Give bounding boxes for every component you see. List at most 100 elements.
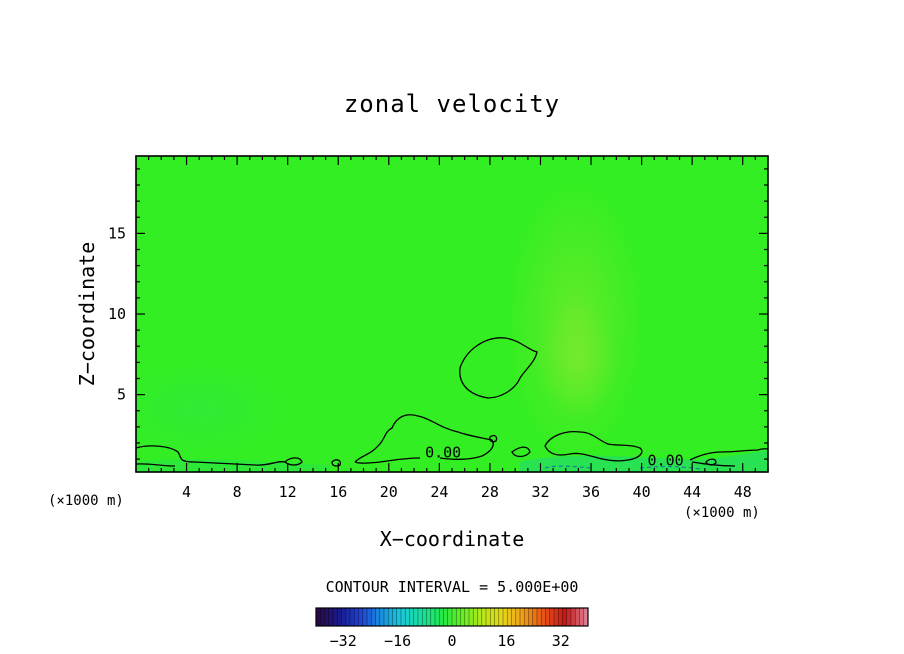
colorbar-cell (418, 608, 423, 626)
colorbar-cell (384, 608, 389, 626)
colorbar-tick-label: −16 (384, 632, 411, 650)
colorbar-cell (503, 608, 508, 626)
contour-line (136, 445, 286, 466)
y-tick-label: 5 (117, 386, 126, 404)
contour-line (459, 337, 538, 399)
negative-contour (544, 465, 591, 469)
colorbar-cell (320, 608, 325, 626)
y-tick-label: 10 (108, 305, 126, 323)
colorbar-cell (549, 608, 555, 626)
x-tick-label: 32 (531, 483, 549, 501)
x-tick-label: 8 (233, 483, 242, 501)
colorbar-cell (477, 608, 483, 626)
colorbar-cell (558, 608, 563, 626)
colorbar-cell (498, 608, 504, 626)
colorbar-frame (315, 607, 589, 627)
contour-line (705, 458, 717, 466)
colorbar-tick-label: −32 (330, 632, 357, 650)
zero-contours (136, 337, 768, 467)
contour-line (136, 463, 176, 467)
colorbar-tick-label: 16 (497, 632, 515, 650)
colorbar-cell (413, 608, 419, 626)
field-shade-surface-east (520, 450, 768, 472)
colorbar-cell (469, 608, 474, 626)
contour-label: 0.00 (648, 452, 684, 470)
x-tick-label: 12 (279, 483, 297, 501)
colorbar-cell (524, 608, 529, 626)
colorbar-cell (571, 608, 576, 626)
x-tick-label: 28 (481, 483, 499, 501)
x-tick-label: 36 (582, 483, 600, 501)
colorbar-cell (405, 608, 410, 626)
contour-line (489, 434, 498, 443)
colorbar-cell (375, 608, 381, 626)
colorbar-cell (443, 608, 449, 626)
colorbar-cell (464, 608, 470, 626)
colorbar-cell (473, 608, 478, 626)
colorbar-cell (507, 608, 512, 626)
y-axis-title: Z−coordinate (75, 242, 99, 387)
colorbar-cell (392, 608, 398, 626)
negative-contour (639, 466, 701, 470)
colorbar-cell (541, 608, 546, 626)
colorbar-cell (422, 608, 427, 626)
y-unit-label: (×1000 m) (48, 493, 124, 509)
colorbar-cell (490, 608, 495, 626)
colorbar-cell (371, 608, 376, 626)
x-axis-title: X−coordinate (380, 527, 525, 551)
colorbar-cell (333, 608, 338, 626)
colorbar-cell (515, 608, 521, 626)
colorbar-cell (354, 608, 359, 626)
colorbar-cell (486, 608, 491, 626)
colorbar-cell (460, 608, 466, 626)
colorbar-cell (350, 608, 355, 626)
colorbar-cell (337, 608, 342, 626)
contour-line (544, 430, 643, 462)
colorbar-cell (426, 608, 432, 626)
contour-label: 0.00 (425, 444, 461, 462)
x-tick-label: 4 (182, 483, 191, 501)
colorbar-cell (494, 608, 500, 626)
x-tick-label: 16 (329, 483, 347, 501)
colorbar-cell (379, 608, 385, 626)
colorbar-cell (520, 608, 525, 626)
colorbar-cell (528, 608, 534, 626)
x-tick-label: 44 (683, 483, 701, 501)
colorbar-cell (575, 608, 580, 626)
colorbar-cell (532, 608, 538, 626)
plot-area (136, 156, 768, 472)
contour-line (331, 459, 342, 467)
colorbar-cell (447, 608, 453, 626)
colorbar-cell (481, 608, 487, 626)
colorbar-cell (396, 608, 402, 626)
colorbar-cell (341, 608, 347, 626)
colorbar-cell (358, 608, 364, 626)
contour-line (354, 414, 494, 464)
colorbar (315, 607, 589, 627)
colorbar-cell (456, 608, 461, 626)
colorbar-cell (545, 608, 551, 626)
colorbar-cell (316, 608, 321, 626)
x-unit-label: (×1000 m) (684, 505, 760, 521)
colorbar-cell (537, 608, 542, 626)
x-tick-labels: 4 8 12 16 20 24 28 32 36 40 44 48 (182, 483, 752, 501)
x-tick-label: 24 (430, 483, 448, 501)
colorbar-cell (583, 608, 589, 626)
axis-ticks (135, 156, 769, 472)
contour-line (284, 457, 303, 466)
y-tick-label: 15 (108, 224, 126, 242)
colorbar-cell (401, 608, 406, 626)
colorbar-tick-label: 32 (552, 632, 570, 650)
colorbar-labels: −32 −16 0 16 32 (330, 632, 570, 650)
field-shade-core (538, 300, 618, 420)
x-tick-label: 40 (633, 483, 651, 501)
colorbar-cell (345, 608, 351, 626)
colorbar-cell (388, 608, 393, 626)
colorbar-cell (439, 608, 444, 626)
y-tick-labels: 5 10 15 (108, 224, 126, 403)
contour-interval-text: CONTOUR INTERVAL = 5.000E+00 (326, 578, 579, 596)
colorbar-cell (554, 608, 559, 626)
colorbar-cell (362, 608, 368, 626)
field-shade-west (136, 360, 290, 460)
